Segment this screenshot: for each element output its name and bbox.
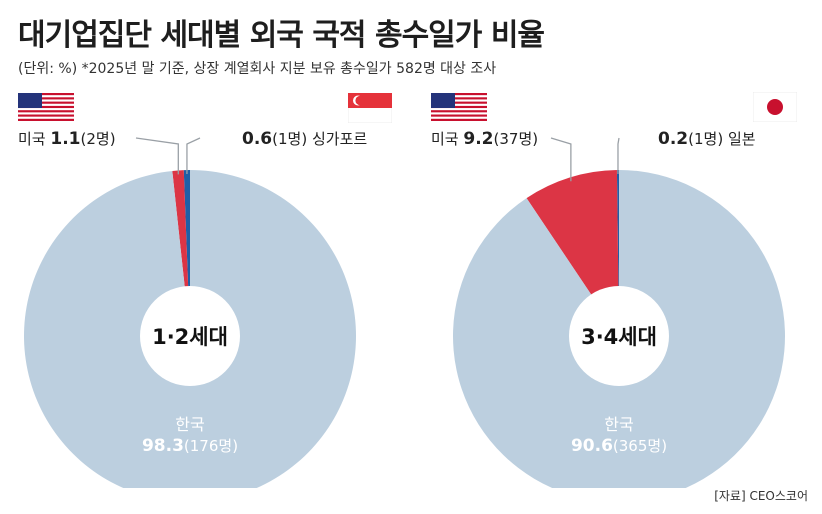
chart-subtitle: (단위: %) *2025년 말 기준, 상장 계열회사 지분 보유 총수일가 … [18,61,497,77]
leader-line-usa [135,137,179,175]
chart-title: 대기업집단 세대별 외국 국적 총수일가 비율 [18,18,545,53]
leader-line-other [617,137,620,175]
label-japan-2: 0.2(1명) 일본 [658,129,756,149]
usa-flag-icon [431,93,487,121]
japan-flag-icon [753,92,797,122]
leader-line-usa [550,137,572,182]
usa-flag-icon [18,93,74,121]
leader-line-other [186,137,201,175]
center-label-2: 3·4세대 [581,325,657,349]
pie-slice-korea [453,170,785,488]
donut-hole [569,286,669,386]
center-label-1: 1·2세대 [152,325,228,349]
pie-svg-1 [24,137,356,488]
donut-hole [140,286,240,386]
pie-chart-generation-3-4: 미국 9.2(37명) 0.2(1명) 일본 3·4세대 한국 90.6(365… [411,88,822,488]
label-korea-1: 한국 98.3(176명) [141,415,239,456]
source-note: [자료] CEO스코어 [714,489,808,503]
label-usa-1: 미국 1.1(2명) [18,129,116,149]
pie-chart-generation-1-2: 미국 1.1(2명) 0.6(1명) 싱가포르 1·2세대 한국 98.3(17… [0,88,411,488]
pie-slice-korea [24,170,356,488]
label-usa-2: 미국 9.2(37명) [431,129,539,149]
label-korea-2: 한국 90.6(365명) [570,415,668,456]
label-singapore-1: 0.6(1명) 싱가포르 [242,129,368,149]
pie-svg-2 [453,137,785,488]
singapore-flag-icon [348,93,392,123]
